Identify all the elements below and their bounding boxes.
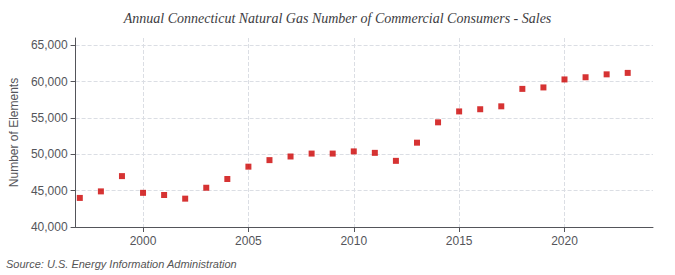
svg-text:45,000: 45,000	[31, 184, 68, 198]
svg-text:2010: 2010	[340, 234, 367, 248]
svg-text:Source: U.S. Energy Informatio: Source: U.S. Energy Information Administ…	[6, 258, 237, 270]
svg-text:2020: 2020	[551, 234, 578, 248]
svg-text:2015: 2015	[446, 234, 473, 248]
svg-text:Annual Connecticut Natural Gas: Annual Connecticut Natural Gas Number of…	[123, 11, 552, 26]
svg-text:2005: 2005	[235, 234, 262, 248]
svg-text:60,000: 60,000	[31, 75, 68, 89]
svg-text:Number of Elements: Number of Elements	[7, 78, 21, 187]
svg-text:65,000: 65,000	[31, 38, 68, 52]
svg-text:2000: 2000	[130, 234, 157, 248]
svg-text:55,000: 55,000	[31, 111, 68, 125]
svg-text:50,000: 50,000	[31, 147, 68, 161]
svg-text:40,000: 40,000	[31, 220, 68, 234]
